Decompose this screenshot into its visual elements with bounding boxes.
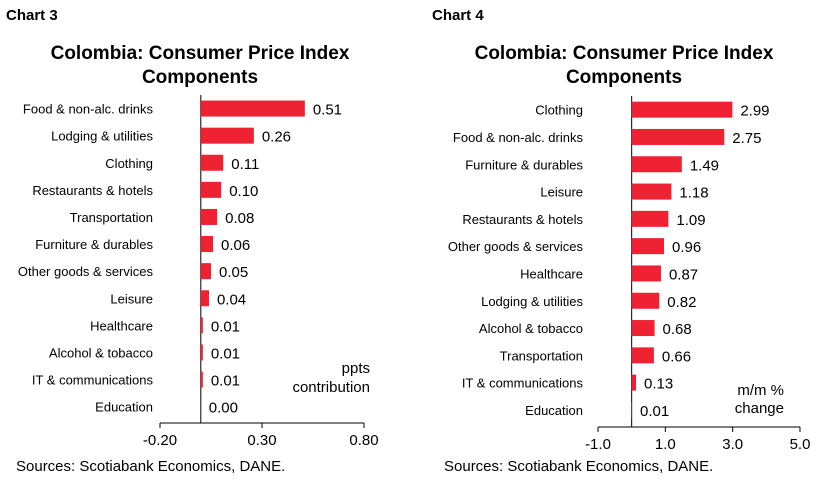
chart-4-x-tick-label-2: 1.0	[655, 436, 676, 453]
chart-4-category-label-12: Education	[525, 403, 583, 418]
chart-3-bar-1	[200, 100, 305, 117]
chart-3-bar-8	[200, 290, 209, 307]
chart-3-bar-5	[200, 208, 218, 225]
chart-4-category-label-1: Clothing	[535, 103, 583, 118]
chart-4-value-label-11: 0.13	[644, 376, 673, 393]
chart-4-bar-6	[631, 238, 664, 255]
chart-4-bar-5	[631, 210, 669, 227]
chart-4-bar-3	[631, 156, 682, 173]
chart-4-plot: Clothing 2.99 Food & non-alc. drinks 2.75 Fu…	[448, 96, 811, 453]
chart-4-bar-2	[631, 128, 725, 145]
chart-4-unit-note-line-1: m/m %	[737, 382, 784, 399]
chart-3-plot: Food & non-alc. drinks 0.51 Lodging & util…	[18, 95, 379, 449]
chart-4-category-label-4: Leisure	[540, 185, 583, 200]
chart-3-value-label-6: 0.06	[221, 237, 250, 254]
chart-4-label: Chart 4	[432, 7, 484, 24]
chart-4-category-label-5: Restaurants & hotels	[462, 212, 583, 227]
chart-3-category-label-6: Furniture & durables	[35, 237, 153, 252]
chart-3-bar-7	[200, 263, 211, 280]
chart-4-category-label-2: Food & non-alc. drinks	[453, 130, 584, 145]
chart-3-value-label-4: 0.10	[229, 183, 258, 200]
chart-4-category-label-6: Other goods & services	[448, 239, 584, 254]
chart-3-category-label-7: Other goods & services	[18, 264, 154, 279]
chart-3-value-label-5: 0.08	[225, 210, 254, 227]
chart-3-bar-11	[200, 371, 203, 388]
chart-3-bar-3	[200, 154, 224, 171]
chart-3-category-label-11: IT & communications	[32, 373, 154, 388]
chart-4-category-label-3: Furniture & durables	[465, 157, 583, 172]
chart-3-value-label-1: 0.51	[313, 102, 342, 119]
chart-3-bar-6	[200, 236, 214, 253]
chart-3-category-label-12: Education	[95, 400, 153, 415]
chart-4-category-label-7: Healthcare	[520, 266, 583, 281]
chart-4-category-label-8: Lodging & utilities	[481, 294, 583, 309]
chart-3-category-label-2: Lodging & utilities	[51, 129, 153, 144]
chart-3-x-tick-label-3: 0.80	[349, 432, 378, 449]
chart-3-value-label-11: 0.01	[211, 373, 240, 390]
chart-3-value-label-9: 0.01	[211, 318, 240, 335]
chart-4-category-label-10: Transportation	[500, 348, 583, 363]
chart-4-x-tick-label-1: -1.0	[585, 436, 611, 453]
chart-4-bar-10	[631, 347, 654, 364]
chart-4-bar-8	[631, 292, 660, 309]
chart-3-category-label-1: Food & non-alc. drinks	[23, 102, 154, 117]
chart-3-value-label-12: 0.00	[209, 400, 238, 417]
chart-4-value-label-2: 2.75	[732, 130, 761, 147]
chart-4-panel: Chart 4 Colombia: Consumer Price Index C…	[430, 0, 828, 483]
chart-3-value-label-7: 0.05	[219, 264, 248, 281]
chart-4-bar-11	[631, 374, 637, 391]
chart-4-x-tick-label-4: 5.0	[790, 436, 811, 453]
chart-4-bar-1	[631, 101, 733, 118]
chart-4-x-tick-label-3: 3.0	[722, 436, 743, 453]
chart-4-category-label-9: Alcohol & tobacco	[479, 321, 583, 336]
chart-3-value-label-10: 0.01	[211, 345, 240, 362]
chart-4-value-label-6: 0.96	[672, 239, 701, 256]
chart-4-bar-4	[631, 183, 672, 200]
chart-3-value-label-3: 0.11	[231, 156, 259, 173]
chart-3-category-label-10: Alcohol & tobacco	[49, 345, 153, 360]
chart-3-x-tick-label-2: 0.30	[247, 432, 276, 449]
chart-3-unit-note-line-2: contribution	[292, 379, 370, 396]
chart-3-category-label-5: Transportation	[70, 210, 153, 225]
chart-4-category-label-11: IT & communications	[462, 376, 584, 391]
chart-4-value-label-8: 0.82	[667, 294, 696, 311]
chart-4-unit-note-line-2: change	[735, 400, 784, 417]
chart-4-value-label-1: 2.99	[740, 103, 769, 120]
chart-3-source: Sources: Scotiabank Economics, DANE.	[16, 458, 286, 475]
chart-4-bar-7	[631, 265, 661, 282]
chart-4-value-label-4: 1.18	[679, 185, 708, 202]
chart-4-value-label-5: 1.09	[676, 212, 705, 229]
chart-3-title-line-2: Components	[141, 67, 259, 88]
chart-4-title-line-2: Components	[565, 67, 683, 88]
chart-3-category-label-8: Leisure	[110, 291, 153, 306]
chart-4-value-label-7: 0.87	[669, 266, 698, 283]
chart-3-title-line-1: Colombia: Consumer Price Index	[50, 43, 350, 64]
chart-4-value-label-10: 0.66	[662, 348, 691, 365]
chart-3-label: Chart 3	[6, 7, 58, 24]
chart-3-value-label-2: 0.26	[262, 129, 291, 146]
chart-3-bar-9	[200, 317, 203, 334]
chart-4-value-label-9: 0.68	[663, 321, 692, 338]
chart-3-bar-4	[200, 181, 222, 198]
chart-3-panel: Chart 3 Colombia: Consumer Price Index C…	[6, 7, 380, 475]
chart-4-title: Colombia: Consumer Price Index Component…	[444, 42, 804, 90]
chart-3-unit-note-line-1: ppts	[342, 360, 370, 377]
chart-3-category-label-4: Restaurants & hotels	[32, 183, 153, 198]
chart-3-category-label-3: Clothing	[105, 156, 153, 171]
chart-4-value-label-12: 0.01	[640, 403, 669, 420]
chart-3-title: Colombia: Consumer Price Index Component…	[20, 42, 380, 90]
chart-4-bar-9	[631, 320, 655, 337]
chart-3-category-label-9: Healthcare	[90, 318, 153, 333]
chart-3-bar-2	[200, 127, 254, 144]
chart-3-value-label-8: 0.04	[217, 291, 246, 308]
chart-4-value-label-3: 1.49	[690, 157, 719, 174]
chart-3-bar-10	[200, 344, 203, 361]
chart-4-title-line-1: Colombia: Consumer Price Index	[474, 43, 774, 64]
chart-3-x-tick-label-1: -0.20	[143, 432, 177, 449]
chart-4-source: Sources: Scotiabank Economics, DANE.	[444, 458, 714, 475]
